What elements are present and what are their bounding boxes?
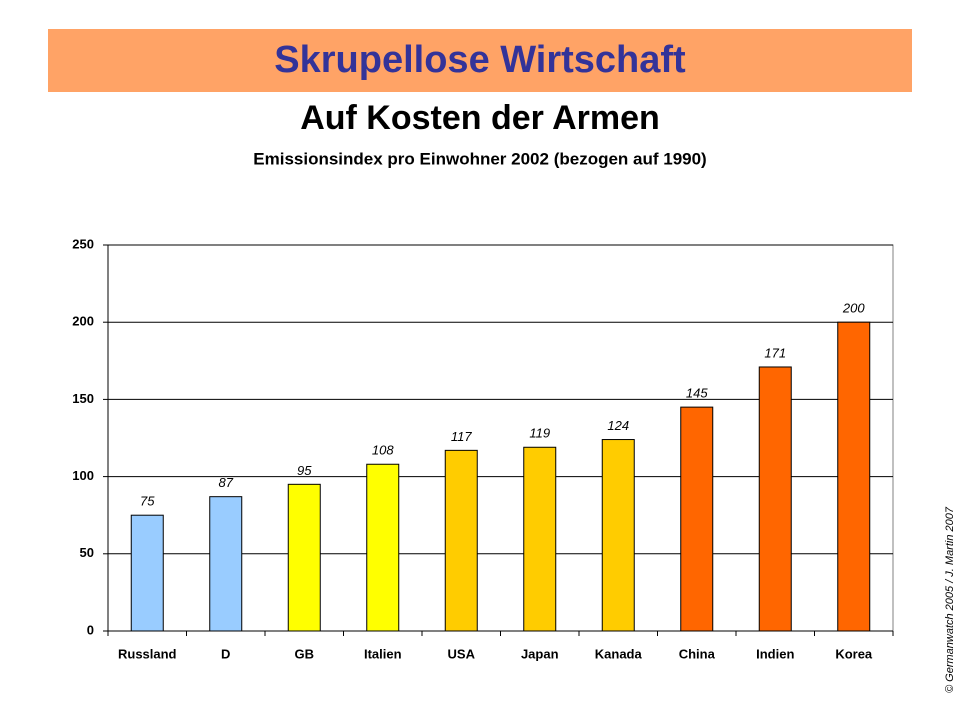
- x-tick-label: GB: [295, 646, 315, 661]
- x-tick-label: Italien: [364, 646, 402, 661]
- bar: [680, 406, 714, 632]
- bar: [130, 514, 164, 632]
- slide-title: Skrupellose Wirtschaft: [274, 39, 686, 81]
- x-tick-label: D: [221, 646, 230, 661]
- bar: [444, 449, 478, 632]
- copyright: © Germanwatch 2005 / J. Martin 2007: [944, 506, 956, 693]
- bar: [601, 439, 635, 632]
- x-tick-label: Indien: [756, 646, 794, 661]
- data-label: 117: [451, 429, 472, 444]
- y-tick-label: 200: [72, 314, 94, 329]
- data-label: 171: [764, 345, 786, 360]
- data-label: 124: [607, 418, 629, 433]
- data-label: 87: [219, 475, 234, 490]
- slide-subtitle: Auf Kosten der Armen: [300, 99, 660, 137]
- data-label: 75: [140, 494, 155, 509]
- data-label: 95: [297, 463, 312, 478]
- x-tick-label: Russland: [118, 646, 177, 661]
- title-banner: [48, 29, 912, 92]
- x-tick-label: USA: [448, 646, 476, 661]
- chart-title: Emissionsindex pro Einwohner 2002 (bezog…: [253, 149, 706, 168]
- y-tick-label: 50: [80, 545, 94, 560]
- x-tick-label: China: [679, 646, 716, 661]
- bar: [758, 366, 792, 632]
- bar: [837, 321, 871, 632]
- x-tick-label: Japan: [521, 646, 559, 661]
- data-label: 200: [842, 301, 865, 316]
- y-tick-label: 150: [72, 391, 94, 406]
- x-tick-label: Korea: [835, 646, 873, 661]
- bar: [523, 446, 557, 632]
- y-tick-label: 0: [87, 622, 94, 637]
- bar: [209, 496, 243, 632]
- data-label: 108: [372, 443, 394, 458]
- y-tick-label: 250: [72, 236, 94, 251]
- bar: [366, 463, 400, 632]
- y-tick-label: 100: [72, 468, 94, 483]
- x-tick-label: Kanada: [595, 646, 643, 661]
- data-label: 145: [686, 386, 708, 401]
- data-label: 119: [529, 426, 550, 441]
- bar: [287, 483, 321, 632]
